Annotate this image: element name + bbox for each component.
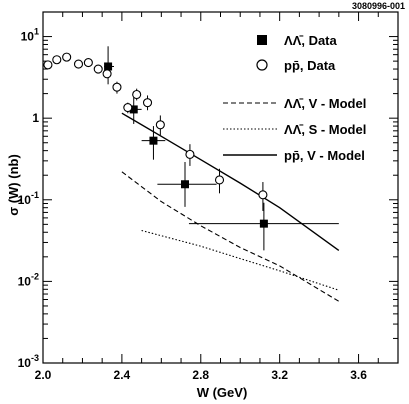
legend-label: pp̄, Data [284,58,336,73]
legend-label: ΛΛ̄, Data [284,33,338,48]
proton-data-point [132,89,142,100]
tick-labels: 2.0 2.4 2.8 3.2 3.6 10-3 10-2 10-1 1 101 [18,27,368,382]
proton-data-point [73,59,84,69]
x-axis-title: W (GeV) [197,385,248,400]
proton-data-point [214,175,225,185]
proton-data-point [112,82,122,92]
lambda-data-point [104,62,113,71]
proton-data-point [43,60,53,70]
y-tick-label: 10-2 [18,271,39,288]
proton-data-point [258,190,268,200]
y-tick-label: 10-3 [18,353,39,370]
lambda-data-point [181,180,189,189]
legend-label: ΛΛ̄, S - Model [284,122,366,137]
plot-frame [42,11,399,364]
data-points [43,46,339,251]
model-curve [141,229,339,291]
proton-data-point [83,58,93,68]
lambda-data-point [259,219,268,228]
proton-data-point [102,69,112,79]
legend-label: ΛΛ̄, V - Model [284,96,366,111]
figure-id: 3080996-001 [351,1,405,11]
legend: ΛΛ̄, Data pp̄, Data ΛΛ̄, V - Model ΛΛ̄, S -… [223,33,366,163]
y-tick-label: 10-1 [18,190,39,207]
x-tick-label: 3.6 [350,368,367,382]
lambda-data-point [149,136,158,145]
model-curve [121,112,340,251]
proton-data-point [155,120,165,130]
legend-square-marker [257,35,267,45]
proton-data-point [62,52,72,62]
y-axis-title: σ (W) (nb) [6,154,21,216]
x-tick-label: 2.4 [114,368,131,382]
proton-data-point [93,64,103,74]
lambda-data-point [129,105,138,114]
proton-data-point [52,55,62,65]
proton-data-point [185,149,195,159]
axis-ticks [42,11,399,364]
y-tick-label: 101 [21,27,39,44]
x-tick-label: 2.8 [192,368,209,382]
proton-data-point [123,102,133,113]
legend-label: pp̄, V - Model [284,148,365,163]
y-tick-label: 1 [32,111,39,125]
model-curves [121,112,340,302]
proton-data-point [142,98,153,108]
model-curve [121,171,340,302]
x-tick-label: 3.2 [271,368,288,382]
legend-circle-marker [256,59,268,71]
x-tick-label: 2.0 [35,368,52,382]
